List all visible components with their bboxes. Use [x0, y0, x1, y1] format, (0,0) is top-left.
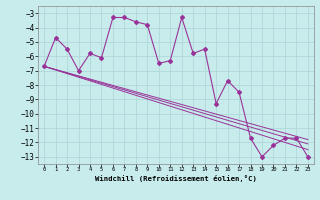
- X-axis label: Windchill (Refroidissement éolien,°C): Windchill (Refroidissement éolien,°C): [95, 175, 257, 182]
